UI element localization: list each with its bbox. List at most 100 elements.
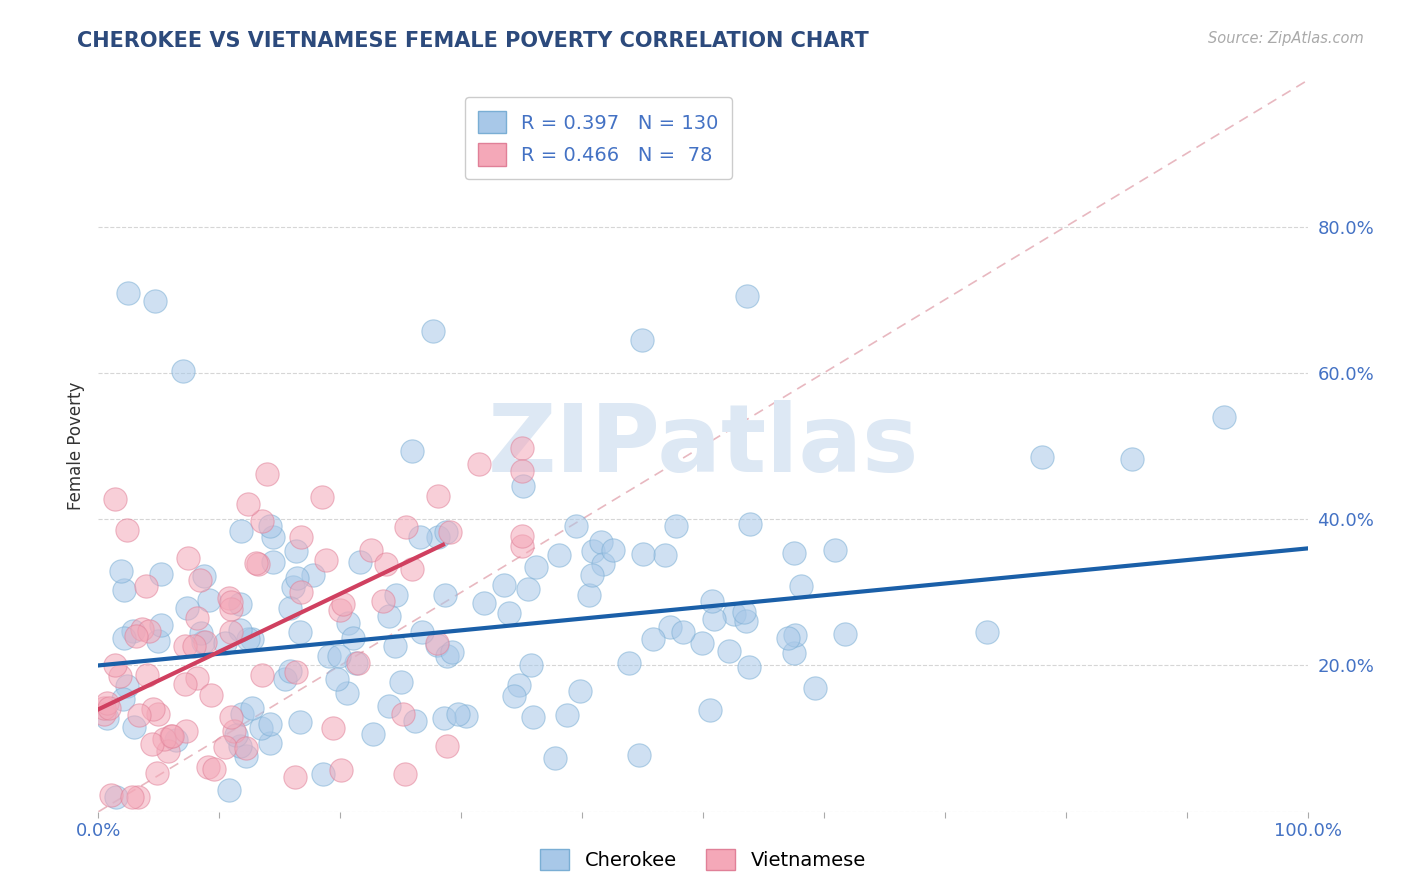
- Text: CHEROKEE VS VIETNAMESE FEMALE POVERTY CORRELATION CHART: CHEROKEE VS VIETNAMESE FEMALE POVERTY CO…: [77, 31, 869, 51]
- Point: [235, 748, 257, 763]
- Point: [100, 789, 122, 803]
- Point: [581, 568, 603, 582]
- Point: [197, 593, 219, 607]
- Point: [312, 766, 335, 780]
- Point: [548, 548, 571, 562]
- Point: [245, 556, 267, 570]
- Point: [290, 585, 312, 599]
- Point: [1121, 452, 1143, 467]
- Point: [138, 624, 160, 639]
- Point: [672, 625, 695, 640]
- Point: [128, 708, 150, 723]
- Point: [229, 524, 252, 538]
- Y-axis label: Female Poverty: Female Poverty: [66, 382, 84, 510]
- Point: [733, 605, 755, 619]
- Point: [174, 676, 197, 690]
- Point: [658, 620, 681, 634]
- Legend: R = 0.397   N = 130, R = 0.466   N =  78: R = 0.397 N = 130, R = 0.466 N = 78: [465, 97, 733, 179]
- Point: [718, 644, 741, 658]
- Point: [194, 635, 217, 649]
- Point: [582, 544, 605, 558]
- Point: [349, 555, 371, 569]
- Point: [1031, 450, 1053, 464]
- Point: [326, 672, 349, 686]
- Point: [426, 529, 449, 543]
- Point: [219, 601, 242, 615]
- Point: [569, 684, 592, 698]
- Point: [117, 523, 139, 537]
- Point: [240, 632, 263, 647]
- Point: [510, 442, 533, 456]
- Point: [315, 553, 337, 567]
- Point: [112, 631, 135, 645]
- Point: [544, 751, 567, 765]
- Point: [578, 589, 600, 603]
- Point: [186, 671, 208, 685]
- Point: [283, 580, 305, 594]
- Point: [127, 790, 149, 805]
- Point: [136, 668, 159, 682]
- Legend: Cherokee, Vietnamese: Cherokee, Vietnamese: [533, 841, 873, 878]
- Point: [219, 595, 242, 609]
- Point: [231, 707, 253, 722]
- Point: [699, 703, 721, 717]
- Point: [602, 543, 624, 558]
- Point: [176, 551, 198, 566]
- Point: [627, 748, 650, 763]
- Point: [219, 710, 242, 724]
- Point: [439, 524, 461, 539]
- Point: [153, 731, 176, 746]
- Point: [422, 325, 444, 339]
- Point: [740, 516, 762, 531]
- Point: [117, 286, 139, 301]
- Point: [149, 566, 172, 581]
- Point: [433, 711, 456, 725]
- Point: [436, 649, 458, 664]
- Point: [723, 607, 745, 622]
- Point: [252, 668, 274, 682]
- Point: [238, 497, 260, 511]
- Point: [332, 598, 354, 612]
- Point: [284, 665, 307, 679]
- Point: [426, 636, 449, 650]
- Point: [249, 721, 271, 735]
- Point: [591, 535, 613, 549]
- Point: [108, 668, 131, 682]
- Point: [274, 672, 297, 686]
- Point: [176, 601, 198, 615]
- Point: [790, 580, 813, 594]
- Point: [190, 573, 212, 587]
- Point: [426, 489, 449, 503]
- Point: [467, 457, 489, 471]
- Point: [290, 530, 312, 544]
- Point: [524, 560, 547, 574]
- Point: [976, 624, 998, 639]
- Point: [259, 736, 281, 750]
- Point: [498, 606, 520, 620]
- Point: [240, 701, 263, 715]
- Point: [160, 729, 183, 743]
- Point: [174, 639, 197, 653]
- Point: [377, 608, 399, 623]
- Point: [318, 649, 340, 664]
- Point: [165, 733, 187, 747]
- Point: [361, 727, 384, 741]
- Point: [141, 738, 163, 752]
- Point: [401, 562, 423, 576]
- Point: [520, 658, 543, 673]
- Point: [218, 591, 240, 605]
- Point: [434, 524, 457, 539]
- Point: [190, 626, 212, 640]
- Point: [311, 490, 333, 504]
- Point: [776, 632, 799, 646]
- Point: [394, 767, 416, 781]
- Point: [384, 640, 406, 654]
- Point: [411, 625, 433, 640]
- Point: [96, 696, 118, 710]
- Text: ZIPatlas: ZIPatlas: [488, 400, 918, 492]
- Point: [1213, 410, 1236, 425]
- Point: [204, 763, 226, 777]
- Point: [690, 636, 713, 650]
- Point: [510, 528, 533, 542]
- Point: [392, 706, 415, 721]
